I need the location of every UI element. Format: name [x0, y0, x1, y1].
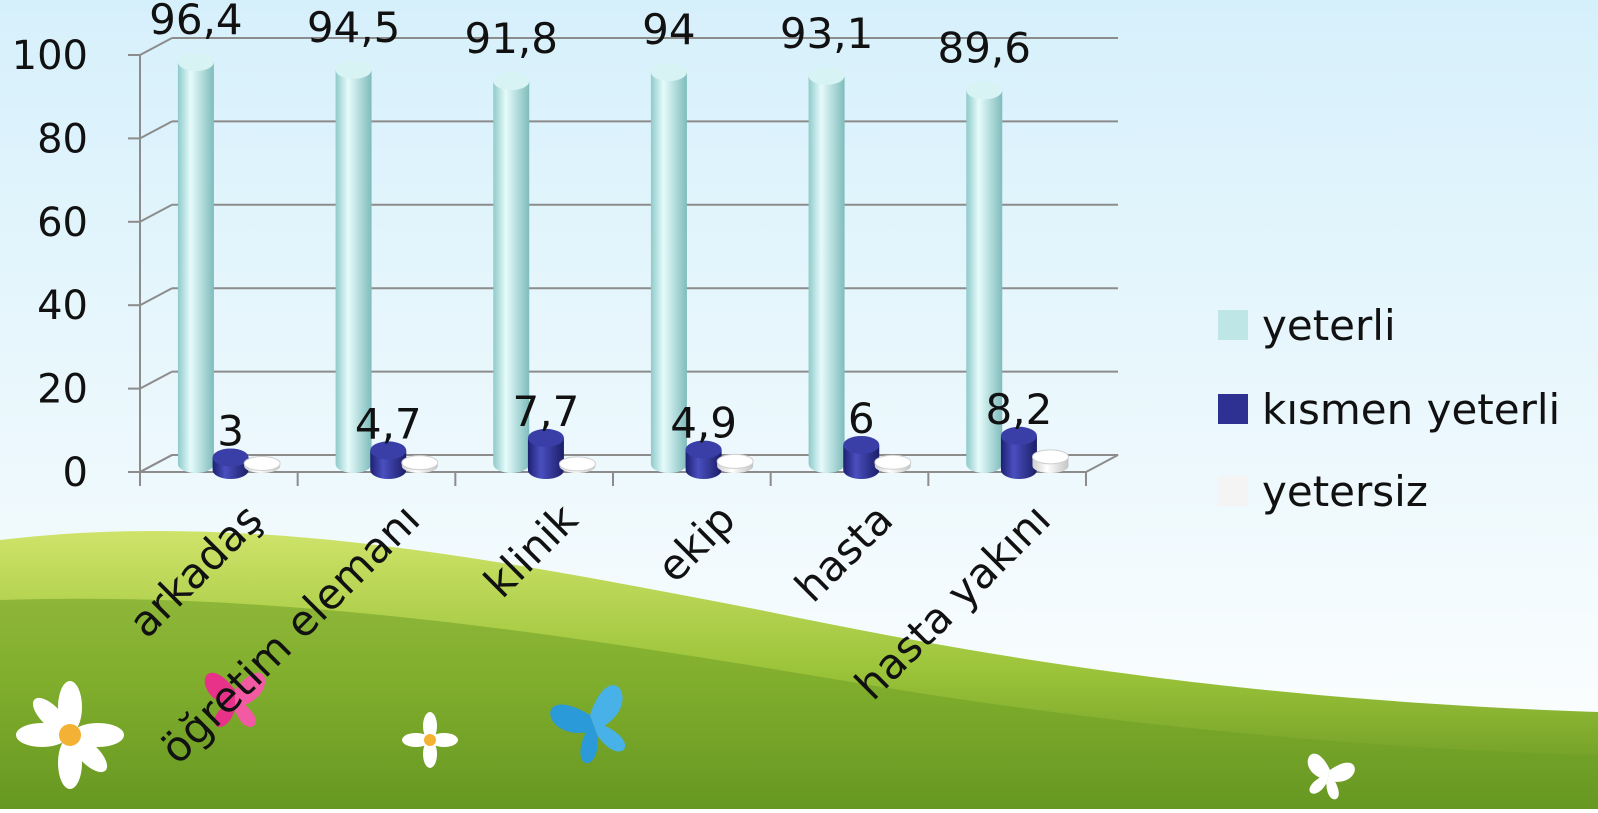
- bar-top: [177, 53, 214, 72]
- data-label: 89,6: [937, 23, 1031, 72]
- legend-swatch: [1218, 310, 1248, 340]
- bar-body: [177, 62, 214, 474]
- legend-item: yeterli: [1218, 301, 1396, 350]
- gridline-slant: [139, 37, 173, 56]
- bar: [1000, 426, 1037, 479]
- y-tick-label: 80: [37, 116, 88, 162]
- data-labels: 96,4 94,5 91,8 94 93,1 89,6 3 4,7 7,7 4,9 6 8,2: [149, 0, 1052, 455]
- white-butterfly-icon: [1307, 753, 1355, 800]
- bars: [177, 53, 1069, 479]
- bar-top: [401, 455, 439, 471]
- bar-top: [1000, 426, 1037, 445]
- bar-top: [1031, 449, 1069, 465]
- axes: [128, 54, 1119, 486]
- bar: [716, 453, 754, 474]
- data-label: 94,5: [307, 3, 401, 52]
- bar-body: [1000, 435, 1037, 479]
- bar: [177, 53, 214, 474]
- legend-swatch: [1218, 394, 1248, 424]
- legend-label: yeterli: [1262, 301, 1396, 350]
- bar-top: [843, 435, 880, 454]
- y-tick-label: 100: [12, 33, 88, 79]
- small-daisy-icon: [402, 712, 458, 768]
- bar-top: [716, 453, 754, 469]
- bar: [401, 455, 439, 474]
- legend-item: yetersiz: [1218, 467, 1428, 516]
- data-label: 3: [217, 406, 244, 455]
- data-label: 7,7: [513, 387, 580, 436]
- bar: [212, 448, 249, 479]
- data-label: 8,2: [986, 385, 1053, 434]
- data-label: 96,4: [149, 0, 243, 44]
- gridline-slant: [139, 203, 173, 223]
- bar: [685, 440, 722, 479]
- daisy-flower-icon: [16, 681, 124, 789]
- bar-body: [966, 90, 1003, 474]
- y-tick-label: 40: [37, 283, 88, 329]
- bar: [370, 441, 407, 479]
- data-label: 4,7: [355, 399, 422, 448]
- gridline-slant: [139, 287, 173, 307]
- bar: [874, 454, 912, 474]
- bar: [527, 428, 564, 479]
- data-label: 6: [848, 394, 875, 443]
- legend-label: yetersiz: [1262, 467, 1428, 516]
- bar: [650, 63, 687, 474]
- gridline-slant: [139, 120, 173, 140]
- bar: [1031, 449, 1069, 474]
- bar: [808, 66, 845, 473]
- data-label: 94: [642, 5, 695, 54]
- bar: [558, 456, 596, 474]
- bar-body: [493, 81, 530, 473]
- bar-top: [558, 456, 596, 472]
- bar-body: [808, 75, 845, 473]
- bar-top: [874, 454, 912, 470]
- bar-body: [527, 437, 564, 479]
- bar-top: [212, 448, 249, 467]
- bar-top: [650, 63, 687, 82]
- y-axis: 0 20 40 60 80 100: [12, 33, 88, 496]
- data-label: 93,1: [780, 9, 874, 58]
- gridline-slant: [139, 370, 173, 390]
- bar-top: [370, 441, 407, 460]
- data-label: 4,9: [670, 399, 737, 448]
- bar-body: [650, 72, 687, 474]
- bar-top: [966, 81, 1003, 100]
- bar-body: [843, 444, 880, 479]
- y-tick-label: 0: [63, 450, 88, 496]
- pink-butterfly-icon: [204, 672, 266, 727]
- bar-top: [493, 72, 530, 91]
- bar: [243, 455, 281, 474]
- grass-shadow: [0, 598, 1598, 809]
- bar: [843, 435, 880, 479]
- bar-body: [335, 69, 372, 473]
- bar: [966, 81, 1003, 474]
- blue-butterfly-icon: [550, 685, 626, 764]
- bar-top: [243, 455, 281, 471]
- legend-swatch: [1218, 476, 1248, 506]
- legend-item: kısmen yeterli: [1218, 385, 1560, 434]
- legend-label: kısmen yeterli: [1262, 385, 1560, 434]
- legend: yeterli kısmen yeterli yetersiz: [1218, 301, 1560, 516]
- bar-top: [808, 66, 845, 85]
- bar-top: [335, 60, 372, 79]
- bar-top: [685, 440, 722, 459]
- y-tick-label: 60: [37, 200, 88, 246]
- grid: [139, 37, 1118, 473]
- y-tick-label: 20: [37, 367, 88, 413]
- bar: [335, 60, 372, 473]
- bar: [493, 72, 530, 473]
- bar-top: [527, 428, 564, 447]
- data-label: 91,8: [464, 14, 558, 63]
